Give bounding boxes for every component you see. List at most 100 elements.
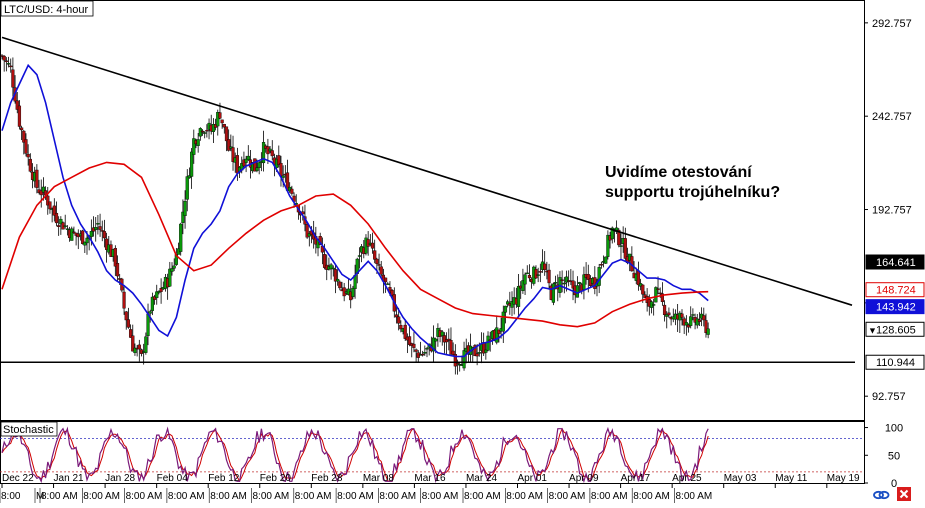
x-secondary-label: 8:00 AM: [337, 491, 374, 502]
x-tick-label: Apr 01: [518, 473, 548, 484]
x-secondary-label: 8:00 AM: [41, 491, 78, 502]
candle-body: [270, 150, 274, 157]
candle-body: [599, 264, 603, 266]
candle-body: [407, 336, 412, 345]
candle-body: [63, 225, 67, 227]
candle-body: [484, 349, 488, 353]
candle-body: [336, 278, 340, 282]
candle-body: [477, 352, 481, 354]
candle-body: [543, 263, 547, 270]
candle-body: [257, 162, 261, 169]
price-tag-label: 143.942: [876, 302, 916, 314]
candle-body: [172, 265, 176, 269]
candle-body: [338, 281, 342, 289]
candle-body: [179, 223, 183, 252]
candle-body: [431, 337, 436, 352]
sync-icon[interactable]: [873, 489, 890, 501]
candle-body: [523, 274, 527, 285]
price-tag-label: 110.944: [876, 357, 915, 369]
candle-body: [277, 155, 281, 165]
candle-body: [81, 230, 85, 244]
candle-body: [46, 195, 50, 206]
candle-body: [268, 148, 272, 152]
annotation-line-2: supportu trojúhelníku?: [605, 184, 780, 201]
candle-body: [15, 100, 19, 110]
candle-body: [394, 314, 399, 318]
x-axis: Dec 22 Jan 21 Jan 28 Feb 04 Feb 12 Feb 20 Feb …: [0, 473, 860, 503]
price-tag-box: [865, 321, 925, 337]
candle-body: [2, 55, 6, 61]
candle-body: [503, 305, 508, 313]
candle-body: [41, 186, 46, 193]
close-icon[interactable]: [897, 487, 911, 501]
candle-body: [281, 175, 285, 178]
candle-body: [373, 250, 377, 260]
candle-body: [473, 345, 477, 357]
candle-body: [211, 123, 216, 132]
candle-body: [375, 258, 379, 264]
price-tags: 164.641 148.724 143.942 ▼ 128.605 110.944: [865, 254, 925, 370]
candle-body: [442, 335, 447, 343]
current-price-marker: ▼: [868, 325, 877, 335]
candle-body: [170, 268, 174, 272]
x-secondary-label: 8:00 AM: [253, 491, 290, 502]
candle-body: [680, 313, 684, 318]
moving-averages: [1, 63, 709, 358]
candle-body: [24, 139, 28, 154]
candle-body: [331, 267, 335, 270]
candle-body: [98, 226, 102, 230]
candle-body: [333, 269, 338, 282]
candle-body: [96, 223, 100, 225]
candle-body: [665, 314, 669, 317]
candle-body: [72, 231, 76, 234]
candle-body: [70, 228, 74, 241]
candle-body: [691, 314, 695, 316]
price-tag-box: [865, 254, 925, 270]
candle-body: [216, 112, 220, 127]
x-secondary-label: 8:00 AM: [591, 491, 628, 502]
x-secondary-label: 8:00 AM: [676, 491, 713, 502]
candle-body: [54, 212, 59, 224]
candle-body: [124, 311, 128, 321]
title-box: [0, 0, 94, 17]
candle-body: [183, 201, 187, 216]
x-secondary-label: 8:00 AM: [549, 491, 586, 502]
candle-body: [128, 329, 133, 338]
y-tick-label: 192.757: [872, 205, 912, 217]
x-secondary-label: 8:00 AM: [210, 491, 247, 502]
candle-body: [425, 348, 429, 350]
candle-body: [144, 336, 148, 353]
candle-body: [689, 316, 693, 326]
candle-body: [370, 242, 375, 249]
candle-body: [652, 304, 656, 306]
candle-body: [383, 277, 388, 283]
candle-body: [185, 176, 189, 200]
x-tick-label: Mar 16: [414, 473, 446, 484]
candle-body: [706, 328, 710, 335]
price-tag-label: 164.641: [876, 257, 916, 269]
candle-body: [495, 327, 499, 343]
candle-body: [641, 284, 645, 295]
candle-body: [610, 227, 614, 240]
candle-body: [4, 60, 8, 63]
candle-body: [6, 63, 11, 65]
candle-body: [100, 230, 104, 232]
candle-body: [22, 130, 26, 143]
candle-body: [244, 158, 248, 163]
candle-body: [146, 313, 150, 337]
price-tag-label: 128.605: [876, 324, 916, 336]
candle-body: [227, 139, 231, 151]
x-secondary-label: 8:00 AM: [633, 491, 670, 502]
x-secondary-label: 8:00 AM: [422, 491, 459, 502]
candle-body: [57, 225, 61, 227]
candle-body: [357, 255, 362, 257]
x-tick-label: Mar 08: [363, 473, 395, 484]
candle-body: [246, 155, 250, 160]
candle-body: [198, 128, 202, 137]
candle-body: [231, 147, 235, 162]
candle-body: [11, 69, 15, 88]
candle-body: [17, 105, 22, 127]
candle-body: [218, 112, 222, 119]
candle-body: [9, 65, 13, 68]
